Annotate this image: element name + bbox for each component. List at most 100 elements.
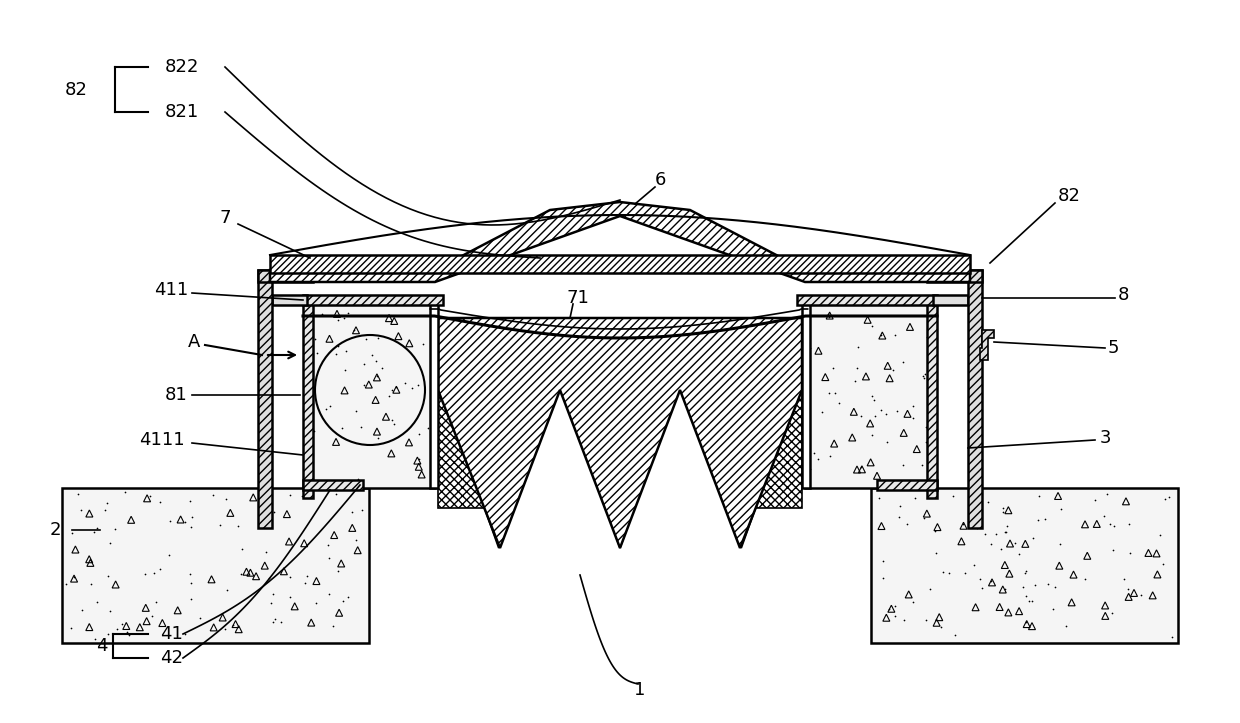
Text: 4111: 4111 (139, 431, 185, 449)
Text: 2: 2 (50, 521, 62, 539)
Point (316, 403, 336, 414)
Point (293, 490, 312, 502)
Point (372, 362, 392, 374)
Point (987, 529, 1007, 540)
Point (232, 543, 252, 555)
Point (975, 528, 994, 539)
Point (1114, 573, 1133, 584)
Point (1014, 567, 1034, 578)
Point (263, 589, 283, 600)
Point (889, 511, 909, 523)
Point (808, 453, 828, 464)
Bar (258, 270, 272, 528)
Bar (303, 298, 312, 498)
Point (818, 387, 838, 398)
Point (403, 382, 423, 394)
Point (68, 489, 88, 500)
Point (232, 568, 252, 580)
Point (228, 521, 248, 532)
Point (413, 338, 433, 350)
Point (345, 324, 365, 335)
Bar (968, 270, 982, 528)
Point (368, 432, 388, 444)
Point (100, 537, 120, 549)
Point (911, 459, 931, 471)
Point (334, 596, 353, 607)
Point (62, 527, 82, 539)
Bar (272, 295, 308, 305)
Point (942, 491, 962, 502)
Point (295, 577, 315, 589)
Point (915, 614, 935, 625)
Polygon shape (438, 318, 802, 548)
Point (259, 573, 279, 584)
Point (382, 384, 402, 395)
Point (95, 505, 115, 516)
Point (105, 523, 125, 535)
Point (1009, 548, 1029, 560)
Point (932, 566, 952, 578)
Point (1016, 590, 1035, 602)
Point (1085, 494, 1105, 505)
Point (952, 518, 972, 530)
Point (847, 362, 867, 374)
Bar (877, 480, 937, 490)
Bar (932, 295, 968, 305)
Text: 3: 3 (1100, 429, 1111, 447)
Point (918, 331, 937, 343)
Point (903, 412, 923, 424)
Point (820, 450, 839, 462)
Point (1028, 514, 1048, 526)
Point (846, 375, 866, 386)
Point (319, 552, 339, 564)
Point (319, 539, 339, 550)
Point (914, 512, 934, 523)
Point (916, 436, 936, 448)
Polygon shape (270, 202, 970, 282)
Point (873, 572, 893, 583)
Point (119, 629, 139, 641)
Bar (62, 488, 370, 643)
Point (818, 308, 838, 320)
Point (115, 487, 135, 498)
Point (914, 372, 934, 384)
Point (352, 505, 372, 516)
Point (915, 369, 935, 380)
Point (991, 543, 1011, 555)
Point (970, 573, 990, 585)
Text: 4: 4 (97, 637, 108, 655)
Point (820, 312, 839, 323)
Text: 411: 411 (154, 281, 188, 299)
Point (925, 525, 945, 536)
Bar (270, 255, 970, 273)
Point (100, 605, 120, 617)
Bar (258, 270, 312, 282)
Bar (740, 318, 802, 508)
Point (351, 422, 371, 433)
Point (812, 406, 832, 418)
Point (945, 629, 965, 641)
Point (180, 568, 200, 580)
Point (1034, 513, 1054, 525)
Bar (928, 270, 982, 282)
Point (981, 539, 1001, 550)
Text: 8: 8 (1118, 286, 1130, 304)
Point (346, 405, 366, 416)
Point (1025, 578, 1045, 590)
Point (931, 621, 951, 633)
Point (272, 616, 291, 628)
Point (996, 526, 1016, 537)
Point (978, 496, 998, 508)
Point (324, 620, 343, 631)
Point (265, 613, 285, 625)
Point (56, 578, 76, 589)
Point (872, 405, 892, 416)
Point (830, 397, 849, 408)
Point (346, 534, 366, 546)
Point (993, 502, 1013, 514)
Text: 82: 82 (1058, 187, 1081, 205)
Point (1162, 631, 1182, 643)
Bar (303, 480, 363, 490)
Point (939, 567, 959, 578)
Polygon shape (438, 318, 802, 548)
